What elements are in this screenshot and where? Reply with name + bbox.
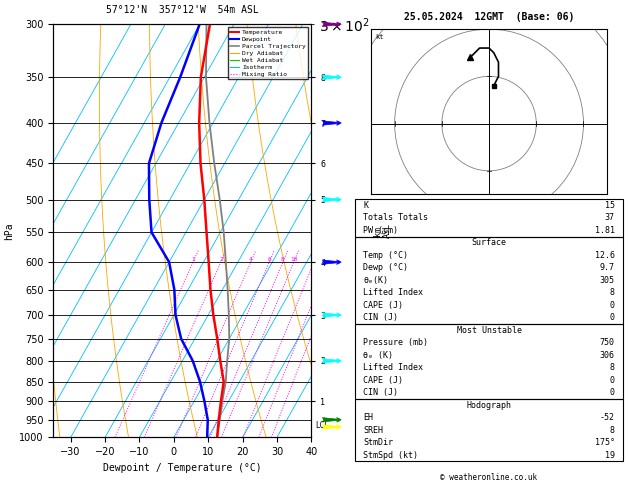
Text: Lifted Index: Lifted Index (364, 288, 423, 297)
Text: Surface: Surface (472, 239, 506, 247)
Text: CAPE (J): CAPE (J) (364, 376, 403, 385)
Text: 8: 8 (281, 257, 285, 262)
Text: 0: 0 (610, 313, 615, 322)
Text: Dewp (°C): Dewp (°C) (364, 263, 408, 273)
X-axis label: Dewpoint / Temperature (°C): Dewpoint / Temperature (°C) (103, 463, 262, 473)
Text: Temp (°C): Temp (°C) (364, 251, 408, 260)
Text: 305: 305 (599, 276, 615, 285)
Text: 25.05.2024  12GMT  (Base: 06): 25.05.2024 12GMT (Base: 06) (404, 12, 574, 22)
Text: 8: 8 (610, 288, 615, 297)
Y-axis label: hPa: hPa (4, 222, 14, 240)
Text: 0: 0 (610, 388, 615, 397)
Text: 15: 15 (604, 201, 615, 210)
Text: θₑ(K): θₑ(K) (364, 276, 388, 285)
Text: 10: 10 (290, 257, 298, 262)
Text: 37: 37 (604, 213, 615, 223)
Text: 9.7: 9.7 (599, 263, 615, 273)
Text: PW (cm): PW (cm) (364, 226, 398, 235)
Text: 19: 19 (604, 451, 615, 460)
Text: 750: 750 (599, 338, 615, 347)
Text: CIN (J): CIN (J) (364, 388, 398, 397)
Text: 8: 8 (610, 426, 615, 434)
Text: Hodograph: Hodograph (467, 400, 511, 410)
Y-axis label: km
ASL: km ASL (372, 224, 392, 238)
Text: CAPE (J): CAPE (J) (364, 301, 403, 310)
Text: 4: 4 (249, 257, 253, 262)
Text: kt: kt (376, 34, 384, 39)
Text: 175°: 175° (594, 438, 615, 447)
Text: 0: 0 (610, 301, 615, 310)
Text: Pressure (mb): Pressure (mb) (364, 338, 428, 347)
Text: © weatheronline.co.uk: © weatheronline.co.uk (440, 473, 538, 482)
Text: CIN (J): CIN (J) (364, 313, 398, 322)
Legend: Temperature, Dewpoint, Parcel Trajectory, Dry Adiabat, Wet Adiabat, Isotherm, Mi: Temperature, Dewpoint, Parcel Trajectory… (228, 27, 308, 79)
Text: 1: 1 (191, 257, 195, 262)
Text: Totals Totals: Totals Totals (364, 213, 428, 223)
Text: 6: 6 (267, 257, 271, 262)
Text: 1.81: 1.81 (594, 226, 615, 235)
Text: 2: 2 (219, 257, 223, 262)
Text: 0: 0 (610, 376, 615, 385)
Text: 57°12'N  357°12'W  54m ASL: 57°12'N 357°12'W 54m ASL (106, 4, 259, 15)
Text: Most Unstable: Most Unstable (457, 326, 521, 335)
Text: θₑ (K): θₑ (K) (364, 351, 393, 360)
Text: 306: 306 (599, 351, 615, 360)
Text: EH: EH (364, 413, 374, 422)
Text: SREH: SREH (364, 426, 384, 434)
Text: 12.6: 12.6 (594, 251, 615, 260)
Text: 8: 8 (610, 363, 615, 372)
Text: LCL: LCL (314, 421, 329, 431)
Text: StmSpd (kt): StmSpd (kt) (364, 451, 418, 460)
Text: -52: -52 (599, 413, 615, 422)
Text: StmDir: StmDir (364, 438, 393, 447)
Text: K: K (364, 201, 369, 210)
Text: Lifted Index: Lifted Index (364, 363, 423, 372)
